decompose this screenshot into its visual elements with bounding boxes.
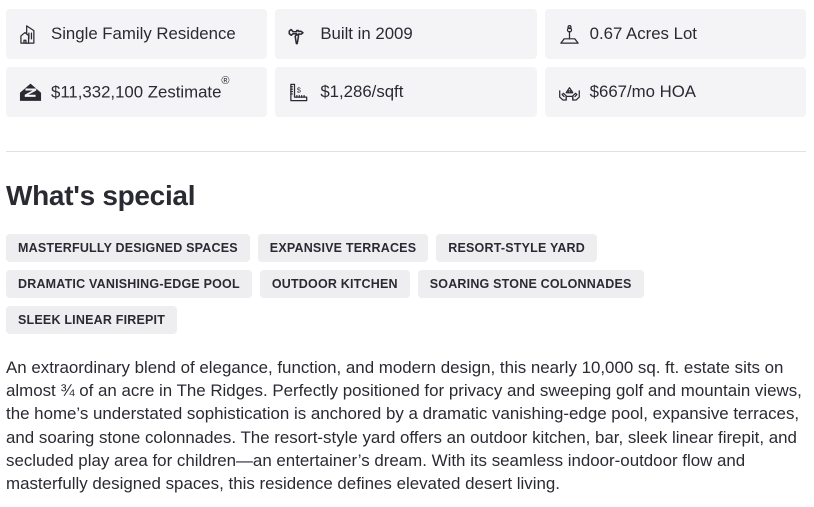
- svg-text:$: $: [297, 86, 301, 94]
